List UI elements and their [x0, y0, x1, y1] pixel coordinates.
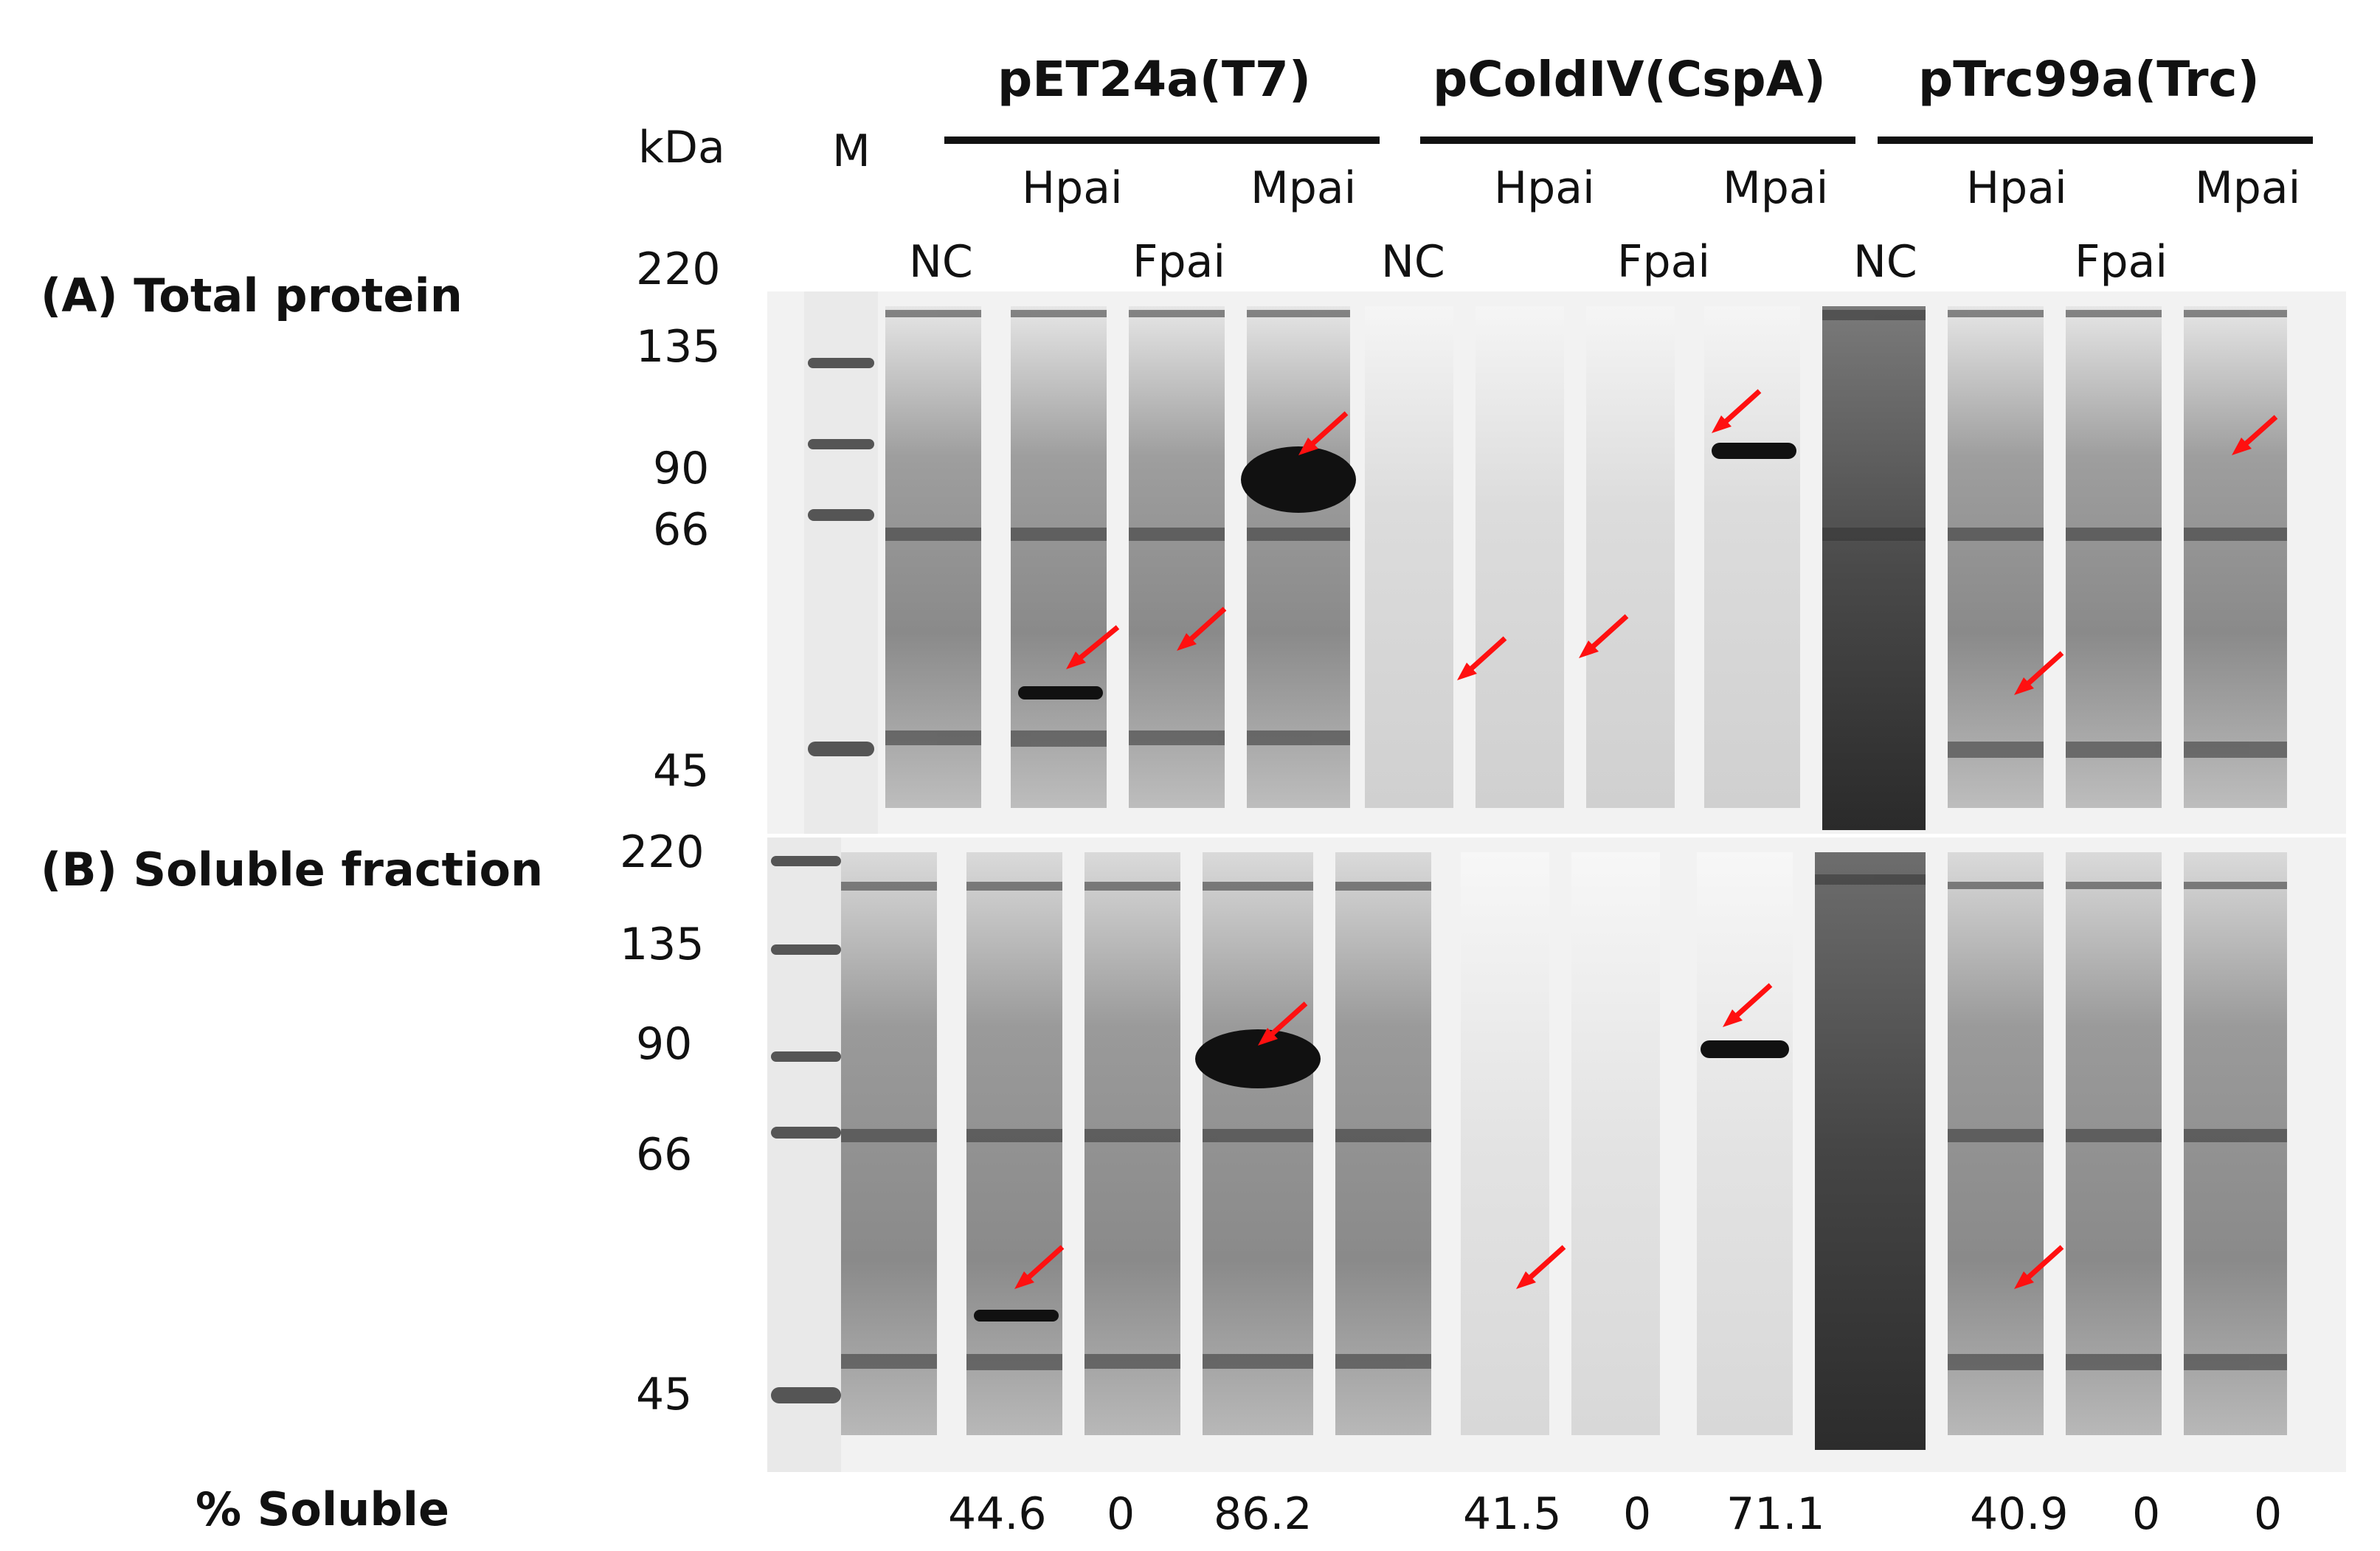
lane-label-mpai-2: Mpai — [1723, 162, 1829, 214]
group-underline-pcoldiv — [1420, 137, 1855, 144]
marker-a-45: 45 — [653, 745, 710, 797]
soluble-value-2: 0 — [1107, 1488, 1135, 1540]
lane-label-mpai-1: Mpai — [1250, 162, 1357, 214]
percent-soluble-label: % Soluble — [196, 1482, 450, 1536]
marker-b-90: 90 — [636, 1018, 693, 1070]
gel-soluble-fraction — [767, 837, 2346, 1472]
gel-a-target-bands — [1018, 443, 1796, 699]
marker-a-90: 90 — [653, 443, 710, 494]
gel-b-sample-lanes — [841, 852, 2287, 1450]
gel-b-bands — [841, 874, 2287, 1370]
marker-a-135: 135 — [636, 321, 721, 373]
lane-label-hpai-3: Hpai — [1966, 162, 2067, 214]
marker-b-45: 45 — [636, 1369, 693, 1420]
marker-b-220: 220 — [620, 826, 705, 878]
lane-label-nc-1: NC — [909, 236, 973, 288]
panel-b-label: (B) Soluble fraction — [41, 843, 544, 897]
group-underline-ptrc99a — [1878, 137, 2313, 144]
gel-a-marker-bands — [808, 358, 874, 756]
marker-a-220: 220 — [636, 243, 721, 295]
soluble-value-7: 40.9 — [1970, 1488, 2069, 1540]
lane-label-hpai-2: Hpai — [1494, 162, 1595, 214]
lane-label-nc-3: NC — [1853, 236, 1917, 288]
group-title-ptrc99a: pTrc99a(Trc) — [1918, 51, 2260, 108]
soluble-value-1: 44.6 — [948, 1488, 1047, 1540]
group-title-pcoldiv: pColdIV(CspA) — [1433, 51, 1826, 108]
marker-b-135: 135 — [620, 919, 705, 970]
gel-a-sample-lanes — [885, 306, 2287, 830]
group-underline-pet24a — [944, 137, 1380, 144]
lane-label-fpai-3: Fpai — [2075, 236, 2168, 288]
marker-b-66: 66 — [636, 1129, 693, 1181]
gel-a-arrows — [1066, 389, 2278, 695]
soluble-value-5: 0 — [1623, 1488, 1652, 1540]
lane-label-hpai-1: Hpai — [1022, 162, 1123, 214]
gel-b-arrows — [1014, 983, 2064, 1289]
soluble-value-3: 86.2 — [1214, 1488, 1312, 1540]
gel-a-bands — [885, 310, 2287, 758]
gel-total-protein — [767, 291, 2346, 834]
marker-lane-label: M — [832, 125, 871, 177]
soluble-value-9: 0 — [2254, 1488, 2283, 1540]
marker-a-66: 66 — [653, 504, 710, 556]
gel-b-marker-lane — [767, 837, 841, 1472]
lane-label-fpai-2: Fpai — [1617, 236, 1711, 288]
lane-label-mpai-3: Mpai — [2195, 162, 2301, 214]
soluble-value-6: 71.1 — [1726, 1488, 1825, 1540]
soluble-value-4: 41.5 — [1463, 1488, 1562, 1540]
lane-label-nc-2: NC — [1381, 236, 1445, 288]
group-title-pet24a: pET24a(T7) — [997, 51, 1312, 108]
lane-label-fpai-1: Fpai — [1132, 236, 1226, 288]
kda-label: kDa — [638, 122, 725, 173]
soluble-value-8: 0 — [2132, 1488, 2161, 1540]
panel-a-label: (A) Total protein — [41, 269, 463, 322]
gel-b-marker-bands — [771, 856, 841, 1403]
gel-b-target-bands — [974, 1029, 1789, 1322]
